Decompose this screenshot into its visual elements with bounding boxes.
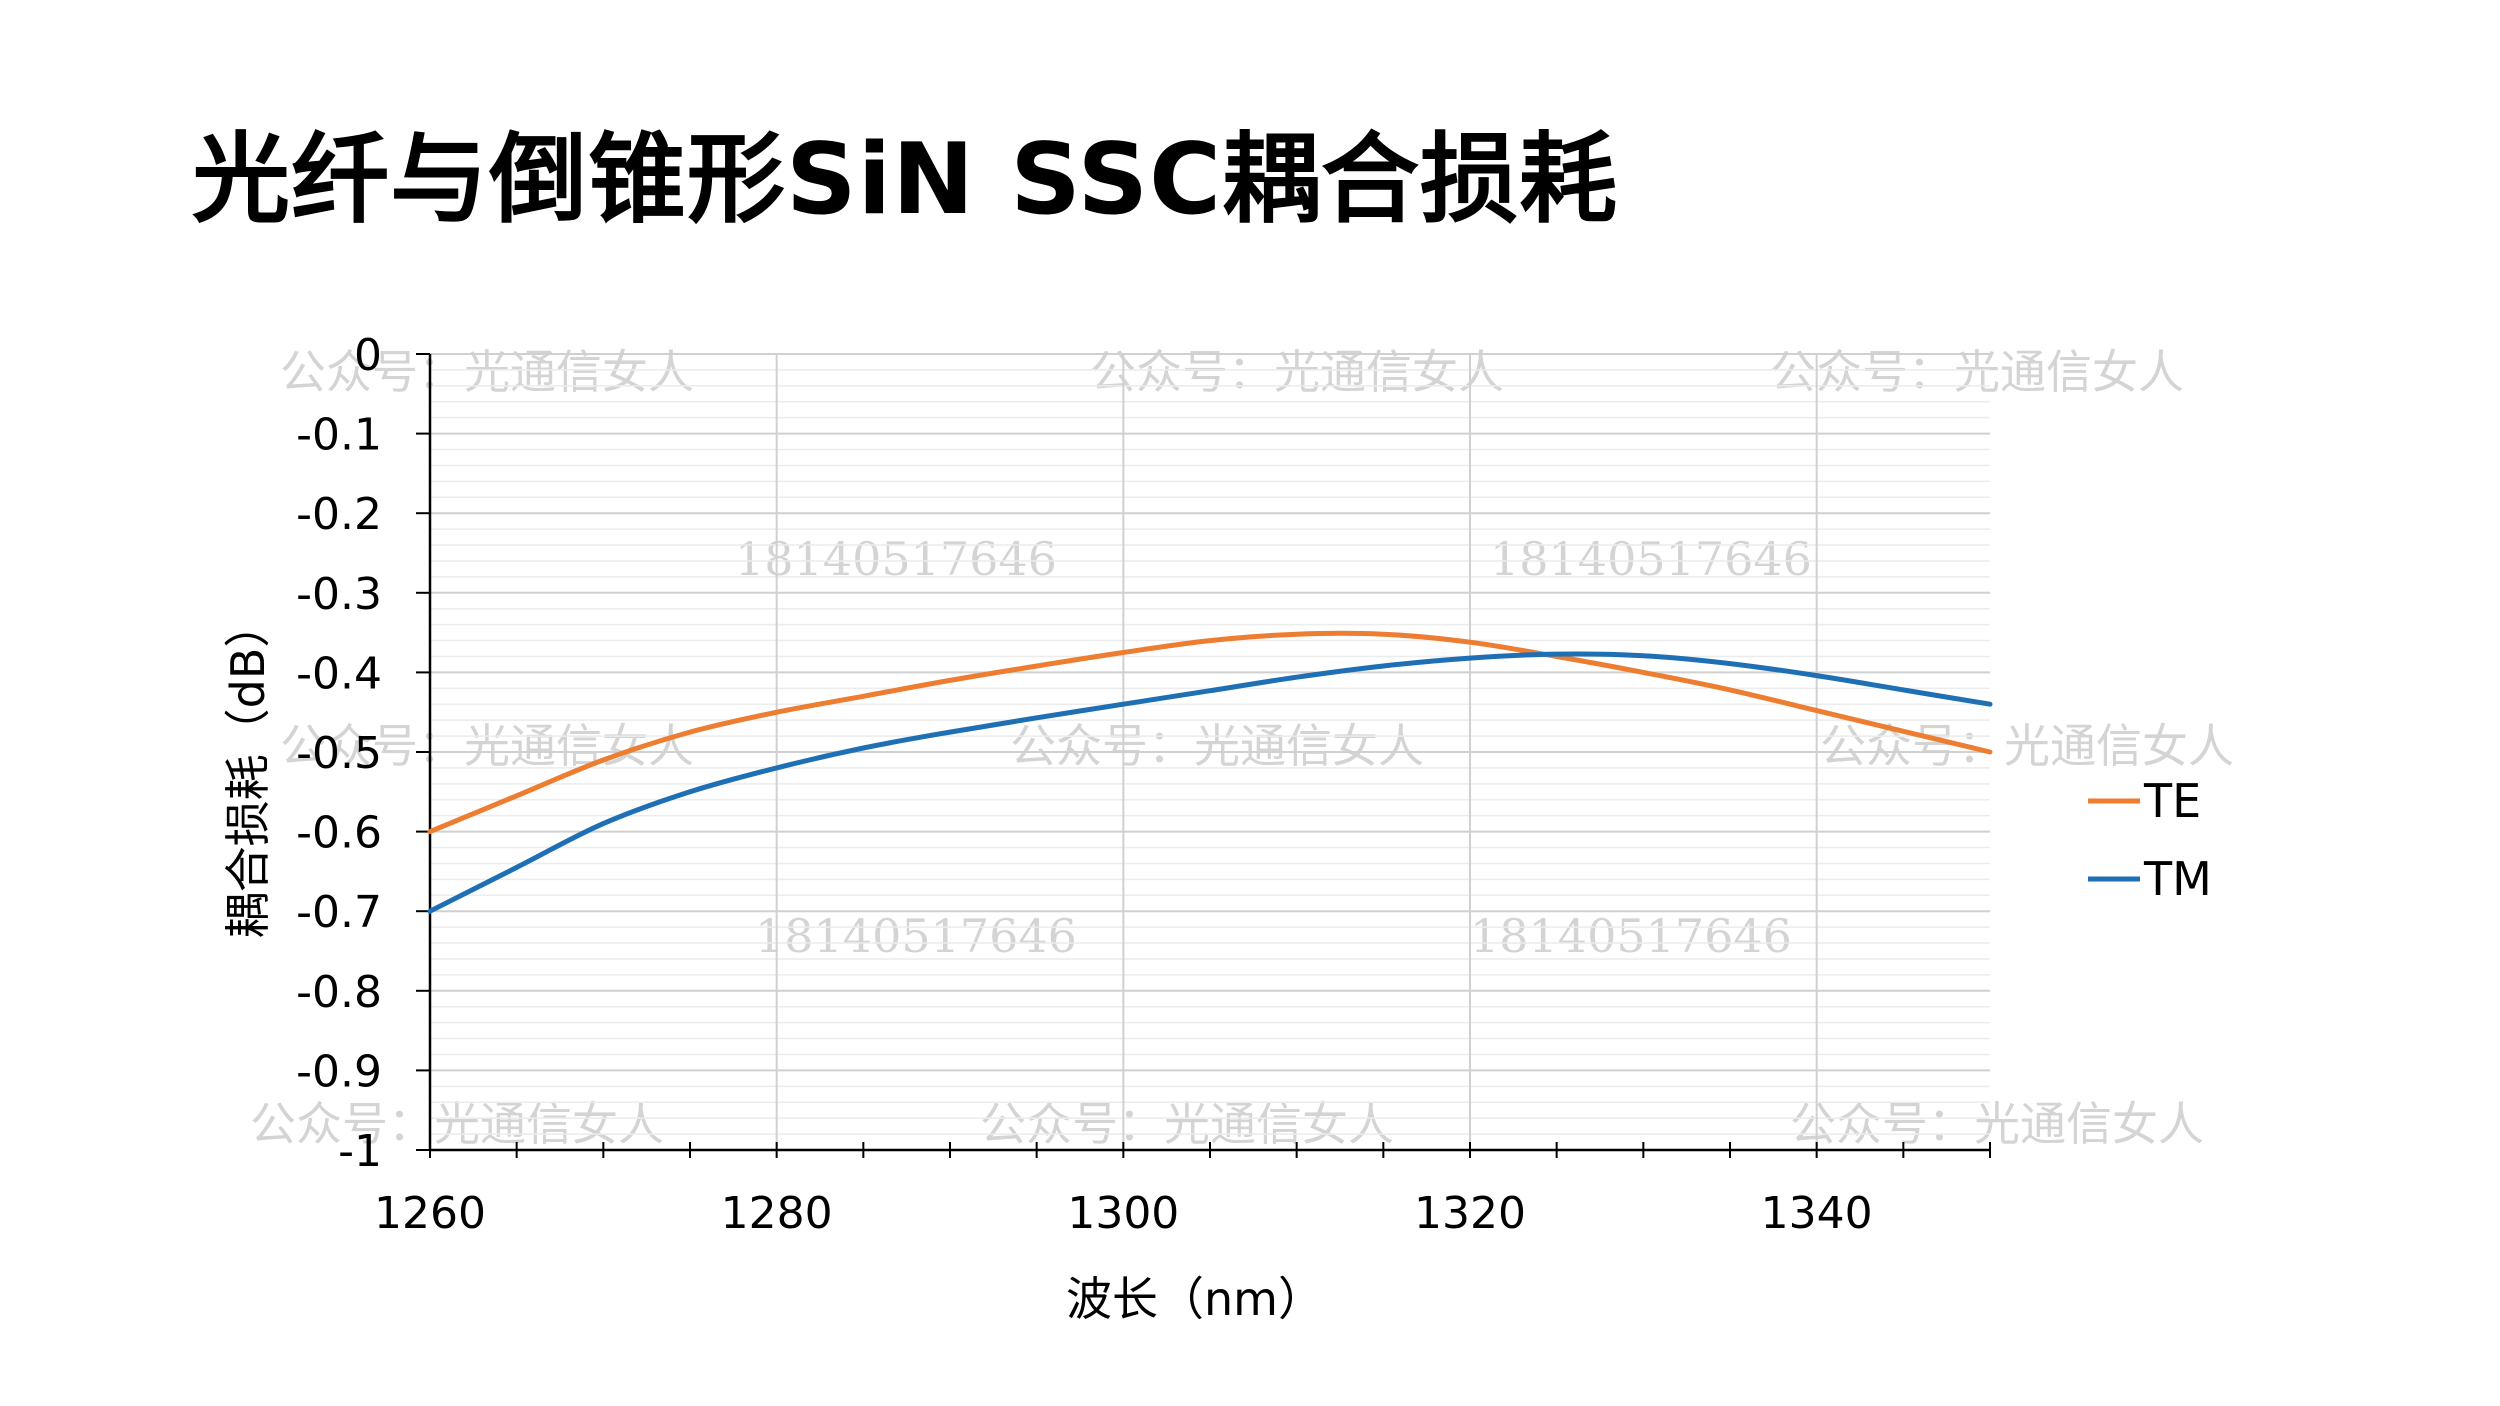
- y-axis-label: 耦合损耗（dB）: [221, 602, 275, 939]
- watermark-account: 公众号：光通信女人: [1010, 719, 1424, 773]
- y-tick-label: -1: [338, 1126, 382, 1177]
- legend-label-te: TE: [2143, 774, 2201, 828]
- y-tick-label: -0.9: [296, 1046, 382, 1097]
- legend-label-tm: TM: [2143, 852, 2212, 906]
- y-tick-label: -0.5: [296, 728, 382, 779]
- watermark-account: 公众号：光通信女人: [980, 1097, 1394, 1151]
- page-title: 光纤与倒锥形SiN SSC耦合损耗: [192, 123, 1618, 237]
- watermark-phone: 18140517646: [755, 909, 1077, 963]
- series-line-tm: [427, 651, 1993, 914]
- watermark-phone: 18140517646: [1490, 532, 1812, 586]
- y-tick-label: 0: [354, 330, 382, 381]
- legend-layer: TE TM: [2088, 774, 2212, 906]
- watermark-phone: 18140517646: [735, 532, 1057, 586]
- watermark-phone: 18140517646: [1470, 909, 1792, 963]
- x-tick-label: 1300: [1067, 1188, 1179, 1239]
- y-tick-label: -0.8: [296, 967, 382, 1018]
- x-tick-label: 1280: [721, 1188, 833, 1239]
- series-line-te: [427, 630, 1993, 835]
- y-tick-label: -0.3: [296, 569, 382, 620]
- grid-layer: [429, 353, 1990, 1151]
- y-tick-label: -0.6: [296, 808, 382, 859]
- axis-layer: 0 -0.1 -0.2 -0.3 -0.4 -0.5 -0.6 -0.7 -0.8 -0.9 -1 1…: [296, 330, 1991, 1239]
- watermark-account: 公众号：光通信女人: [250, 1097, 664, 1151]
- x-tick-label: 1260: [374, 1188, 486, 1239]
- x-tick-label: 1320: [1414, 1188, 1526, 1239]
- y-tick-label: -0.1: [296, 410, 382, 461]
- x-axis-label: 波长（nm）: [1066, 1272, 1324, 1326]
- watermark-account: 公众号：光通信女人: [280, 719, 694, 773]
- series-layer: [427, 630, 1993, 914]
- y-tick-label: -0.7: [296, 887, 382, 938]
- y-tick-label: -0.4: [296, 648, 382, 699]
- watermark-account: 公众号：光通信女人: [1790, 1097, 2204, 1151]
- y-tick-label: -0.2: [296, 489, 382, 540]
- x-tick-label: 1340: [1761, 1188, 1873, 1239]
